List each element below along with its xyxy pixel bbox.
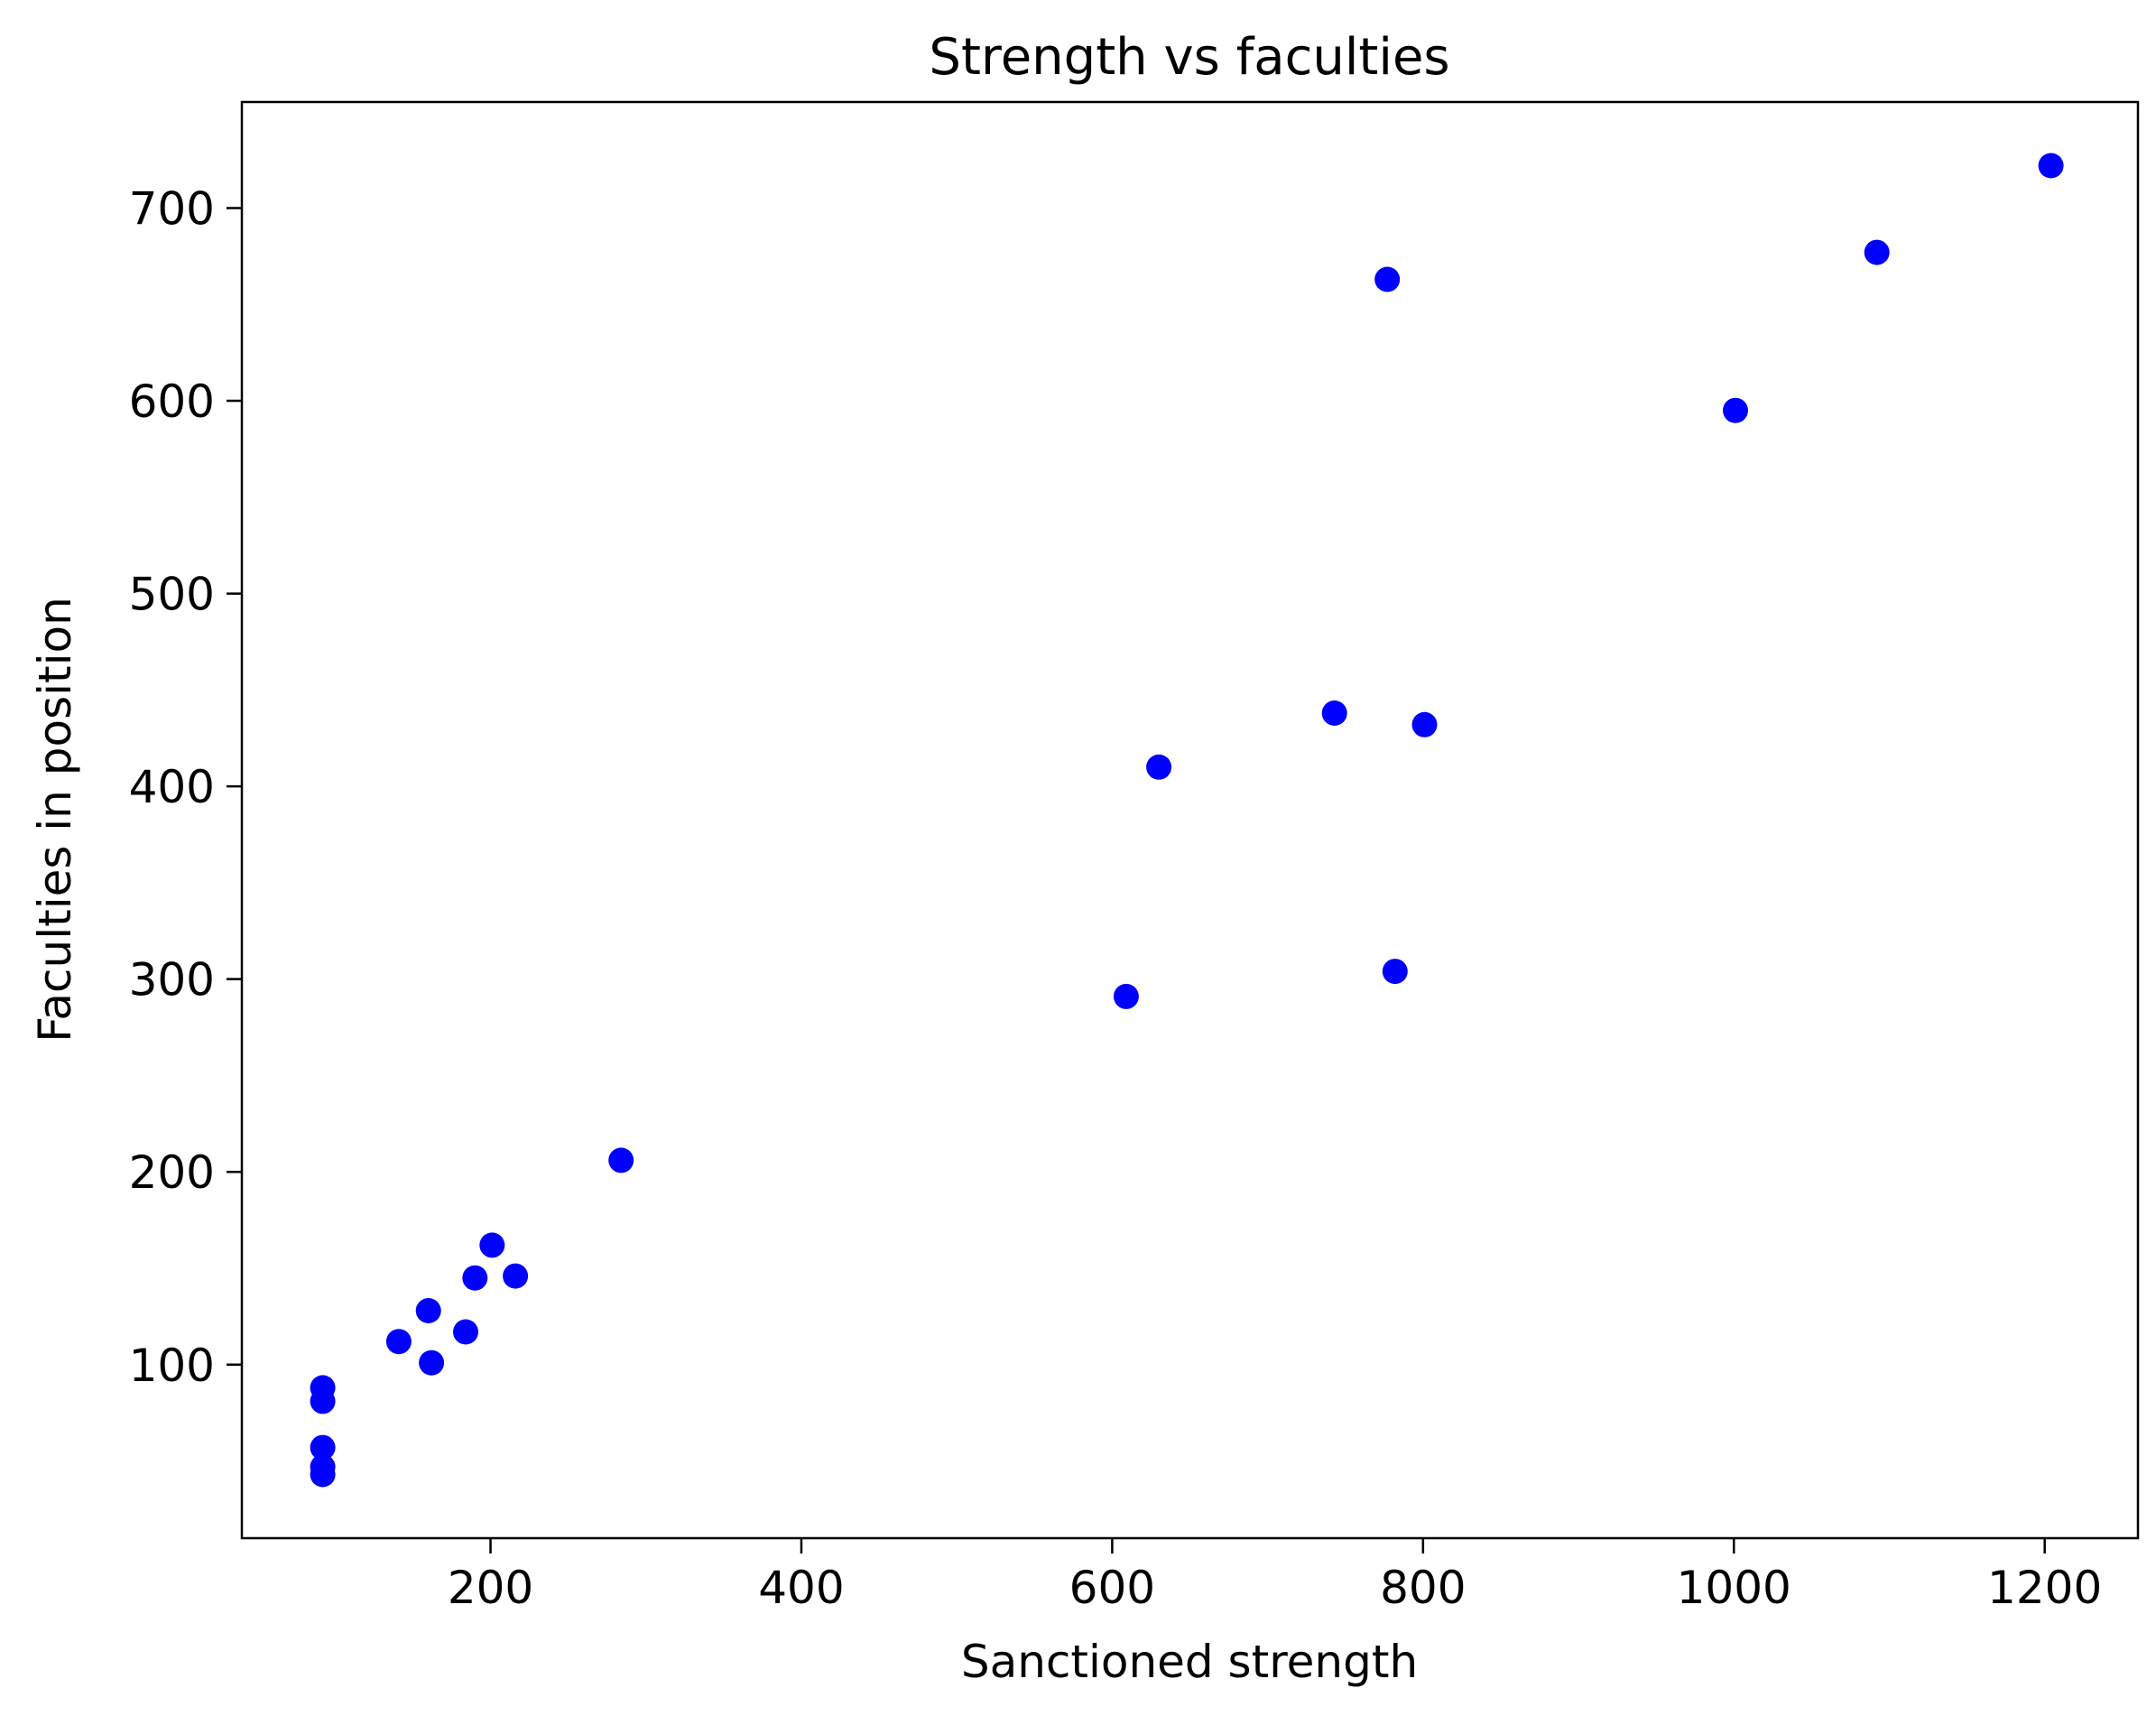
data-point-10 (462, 1265, 488, 1291)
x-tick-label: 200 (448, 1562, 533, 1614)
data-point-9 (453, 1319, 478, 1345)
x-axis-label: Sanctioned strength (961, 1636, 1418, 1688)
data-point-15 (1146, 754, 1172, 780)
data-point-3 (310, 1434, 336, 1461)
y-tick-label: 500 (129, 569, 215, 621)
y-tick-label: 700 (129, 182, 215, 235)
y-tick-label: 600 (129, 376, 215, 428)
x-axis: 200 400 600 800 1000 1200 (448, 1538, 2102, 1614)
plot-area-frame (240, 100, 2140, 1540)
data-point-22 (2038, 153, 2064, 179)
data-point-17 (1374, 266, 1401, 292)
data-point-20 (1723, 397, 1748, 423)
x-tick-label: 400 (758, 1562, 844, 1614)
data-point-16 (1321, 700, 1347, 726)
y-tick-label: 400 (129, 761, 215, 813)
y-tick-label: 300 (129, 954, 215, 1006)
y-tick-label: 100 (129, 1340, 215, 1392)
data-point-2 (310, 1388, 336, 1415)
x-tick-label: 1000 (1677, 1562, 1791, 1614)
data-point-13 (608, 1147, 634, 1173)
x-tick-label: 1200 (1987, 1562, 2102, 1614)
chart-title: Strength vs faculties (929, 28, 1449, 87)
x-tick-label: 600 (1069, 1562, 1155, 1614)
data-point-7 (415, 1298, 441, 1323)
y-tick-label: 200 (129, 1146, 215, 1199)
data-point-5 (310, 1461, 336, 1488)
data-points (310, 153, 2064, 1488)
data-point-11 (479, 1232, 505, 1258)
data-point-19 (1411, 711, 1438, 737)
data-point-14 (1113, 983, 1139, 1009)
data-point-6 (385, 1329, 412, 1355)
y-axis-label: Faculties in position (29, 597, 81, 1043)
y-axis: 100 200 300 400 500 600 700 (129, 182, 242, 1392)
data-point-8 (419, 1350, 445, 1376)
data-point-12 (503, 1263, 529, 1289)
data-point-21 (1864, 239, 1890, 265)
x-tick-label: 800 (1380, 1562, 1466, 1614)
data-point-18 (1382, 959, 1408, 985)
